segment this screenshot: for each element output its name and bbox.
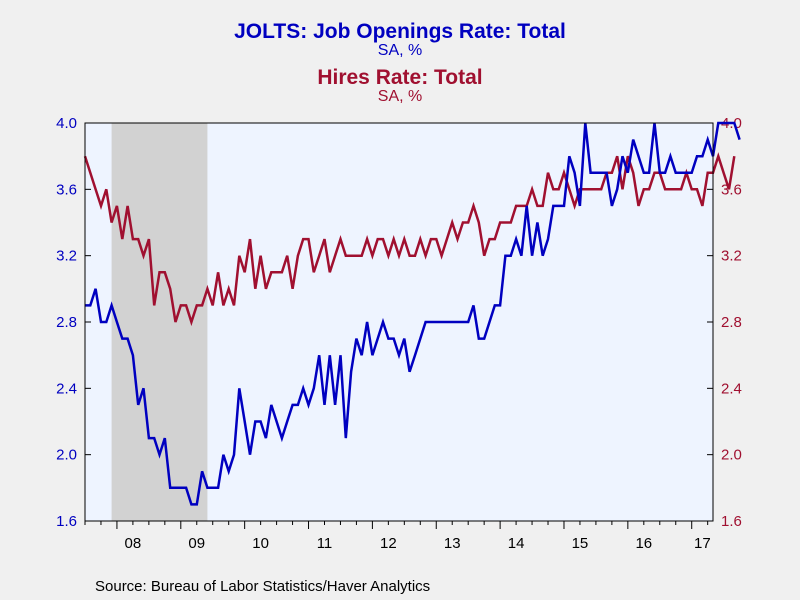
x-tick-label: 10 <box>252 535 269 552</box>
y-left-tick-label: 3.6 <box>56 181 77 198</box>
y-left-tick-label: 1.6 <box>56 513 77 530</box>
x-tick-label: 13 <box>444 535 461 552</box>
chart-title-hires: Hires Rate: Total <box>317 66 483 89</box>
x-tick-label: 15 <box>572 535 589 552</box>
x-tick-label: 08 <box>125 535 142 552</box>
y-right-tick-label: 2.4 <box>721 380 742 397</box>
series-line-openings <box>85 121 741 506</box>
chart-title-openings: JOLTS: Job Openings Rate: Total <box>234 20 566 43</box>
x-tick-label: 16 <box>635 535 652 552</box>
source-note: Source: Bureau of Labor Statistics/Haver… <box>95 578 431 595</box>
y-right-tick-label: 2.0 <box>721 447 742 464</box>
y-left-tick-label: 3.2 <box>56 248 77 265</box>
y-left-tick-label: 2.0 <box>56 447 77 464</box>
x-tick-label: 12 <box>380 535 397 552</box>
x-tick-label: 11 <box>317 535 333 552</box>
x-tick-label: 09 <box>188 535 205 552</box>
y-left-tick-label: 2.4 <box>56 380 77 397</box>
y-right-tick-label: 1.6 <box>721 513 742 530</box>
y-right-tick-label: 2.8 <box>721 314 742 331</box>
y-left-tick-label: 4.0 <box>56 115 77 132</box>
y-left-tick-label: 2.8 <box>56 314 77 331</box>
x-tick-label: 14 <box>508 535 525 552</box>
recession-shading <box>111 123 208 521</box>
chart-subtitle-hires: SA, % <box>377 88 423 105</box>
y-right-tick-label: 3.2 <box>721 248 742 265</box>
y-right-tick-label: 3.6 <box>721 181 742 198</box>
plot-frame <box>84 122 714 522</box>
chart-subtitle-openings: SA, % <box>377 42 423 59</box>
x-tick-label: 17 <box>694 535 711 552</box>
